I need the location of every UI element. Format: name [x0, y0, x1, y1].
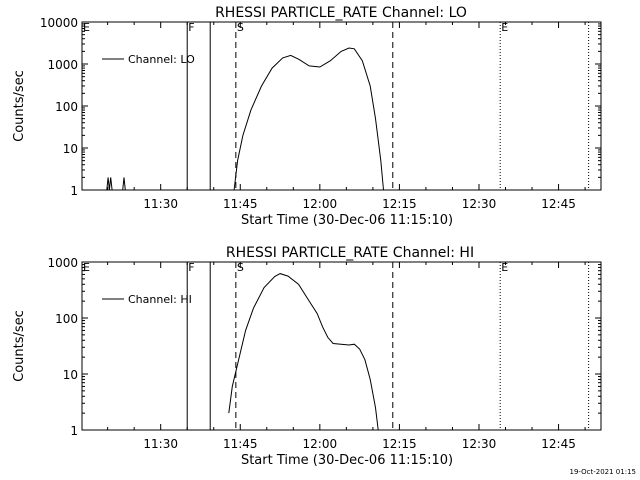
panel-hi-xtick-label-1: 11:45	[223, 437, 258, 451]
panel-lo: RHESSI PARTICLE_RATE Channel: LO EFSE 11…	[12, 5, 602, 228]
panel-lo-marker-label-0: E	[83, 21, 90, 34]
panel-hi-y-axis-label: Counts/sec	[12, 310, 27, 382]
panel-hi-xtick-label-4: 12:30	[462, 437, 497, 451]
panel-lo-xtick-label-2: 12:00	[303, 197, 338, 211]
panel-lo-xtick-label-0: 11:30	[143, 197, 178, 211]
panel-lo-ytick-label-0: 1	[70, 184, 78, 198]
panel-lo-y-axis-label: Counts/sec	[12, 70, 27, 142]
panel-hi-y-axis: 1 10 100 1000	[47, 256, 601, 438]
panel-lo-marker-label-1: F	[188, 21, 194, 34]
panel-hi-marker-label-0: E	[83, 261, 90, 274]
panel-lo-markers: EFSE	[81, 21, 590, 190]
panel-hi-marker-label-1: F	[188, 261, 194, 274]
panel-lo-series-line-1	[233, 47, 384, 191]
panel-lo-y-axis: 1 10 100 1000 10000	[40, 16, 601, 198]
panel-lo-x-axis-label: Start Time (30-Dec-06 11:15:10)	[241, 213, 453, 228]
panel-hi-ytick-label-3: 1000	[47, 256, 78, 270]
panel-lo-series	[106, 47, 384, 191]
panel-lo-xtick-label-4: 12:30	[462, 197, 497, 211]
panel-lo-xtick-label-3: 12:15	[382, 197, 417, 211]
panel-hi-legend: Channel: HI	[102, 293, 192, 306]
panel-lo-series-line-0	[106, 177, 126, 191]
panel-hi-xtick-label-3: 12:15	[382, 437, 417, 451]
panel-hi-x-axis-label: Start Time (30-Dec-06 11:15:10)	[241, 453, 453, 468]
panel-lo-ytick-label-1: 10	[63, 142, 78, 156]
panel-hi-xtick-label-0: 11:30	[143, 437, 178, 451]
panel-lo-xtick-label-5: 12:45	[541, 197, 576, 211]
panel-hi-xtick-label-5: 12:45	[541, 437, 576, 451]
panel-hi-series	[228, 273, 379, 431]
panel-lo-title: RHESSI PARTICLE_RATE Channel: LO	[215, 5, 467, 21]
panel-hi: RHESSI PARTICLE_RATE Channel: HI EFSE 11…	[12, 245, 602, 468]
panel-lo-ytick-label-2: 100	[55, 100, 78, 114]
panel-hi-ytick-label-2: 100	[55, 312, 78, 326]
panel-lo-legend-label: Channel: LO	[128, 53, 195, 66]
panel-hi-series-line-0	[228, 273, 379, 431]
panel-hi-xtick-label-2: 12:00	[303, 437, 338, 451]
panel-lo-ytick-label-3: 1000	[47, 58, 78, 72]
footer-timestamp: 19-Oct-2021 01:15	[570, 468, 636, 476]
panel-hi-ytick-label-1: 10	[63, 368, 78, 382]
panel-hi-title: RHESSI PARTICLE_RATE Channel: HI	[226, 245, 474, 261]
panel-lo-marker-label-5: E	[501, 21, 508, 34]
panel-lo-x-axis: 11:30 11:45 12:00 12:15 12:30 12:45	[107, 22, 586, 211]
panel-hi-marker-label-5: E	[501, 261, 508, 274]
panel-lo-legend: Channel: LO	[102, 53, 195, 66]
panel-hi-legend-label: Channel: HI	[128, 293, 192, 306]
panel-lo-ytick-label-4: 10000	[40, 16, 78, 30]
panel-hi-ytick-label-0: 1	[70, 424, 78, 438]
panel-lo-xtick-label-1: 11:45	[223, 197, 258, 211]
panel-hi-x-axis: 11:30 11:45 12:00 12:15 12:30 12:45	[107, 262, 586, 451]
